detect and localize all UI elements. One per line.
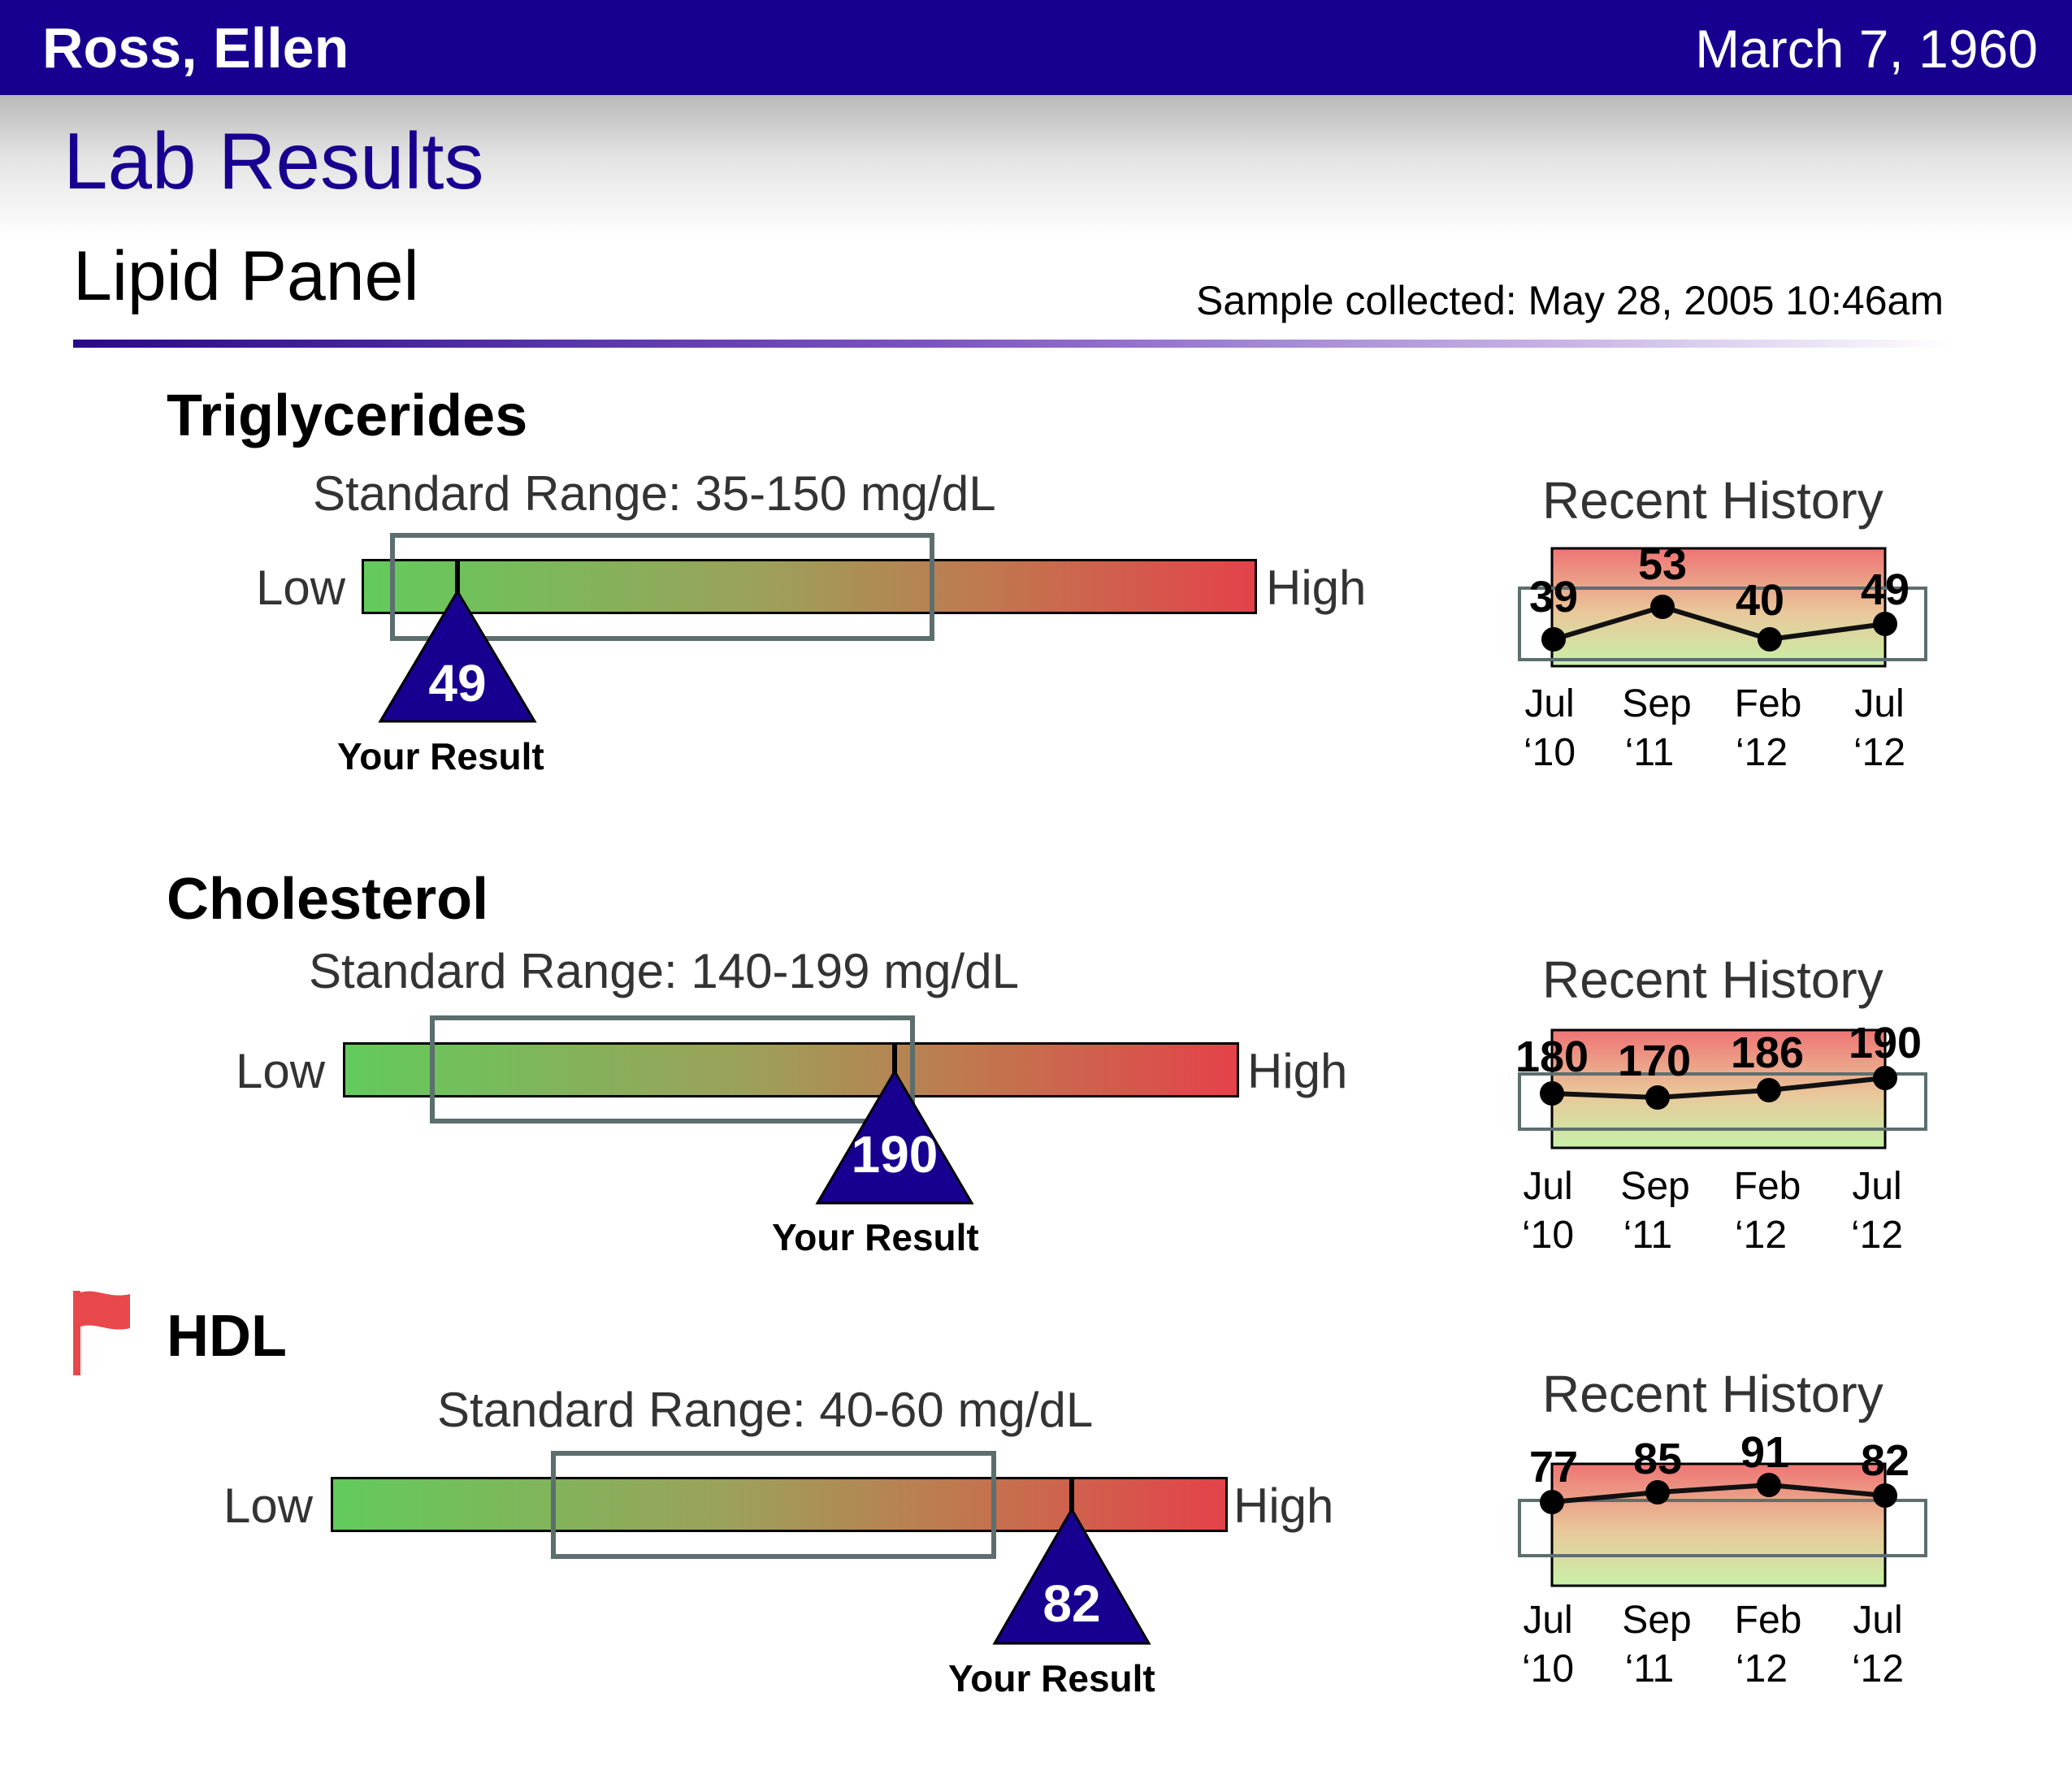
history-year: ‘10 [1523, 731, 1576, 774]
top-bar [0, 0, 2072, 95]
header-band [0, 95, 2072, 237]
history-year: ‘10 [1521, 1214, 1575, 1257]
history-zone [1550, 1462, 1887, 1587]
history-year: ‘12 [1851, 1647, 1905, 1691]
your-result-label: Your Result [337, 735, 544, 777]
history-year: ‘11 [1624, 1647, 1675, 1691]
gauge-low-label: Low [256, 561, 346, 615]
history-point [1757, 1078, 1781, 1102]
history-line [1551, 1076, 1886, 1101]
history-range-box [1518, 1499, 1927, 1557]
history-year: ‘11 [1623, 1214, 1673, 1257]
history-month: Jul [1524, 682, 1575, 725]
sample-collected: Sample collected: May 28, 2005 10:46am [1196, 278, 1944, 323]
gauge-low-label: Low [236, 1044, 326, 1098]
history-month: Feb [1734, 682, 1802, 725]
history-month: Feb [1733, 1165, 1801, 1208]
panel-title: Lipid Panel [73, 237, 419, 315]
history-range-box [1518, 587, 1927, 661]
history-month: Jul [1853, 1599, 1903, 1642]
history-year: ‘12 [1853, 731, 1906, 774]
history-value: 82 [1861, 1436, 1909, 1485]
history-year: ‘12 [1735, 731, 1788, 774]
standard-range-box [551, 1451, 996, 1559]
history-point [1541, 627, 1566, 652]
recent-history-title: Recent History [1542, 471, 1883, 530]
history-value: 91 [1740, 1428, 1789, 1477]
standard-range-box [430, 1015, 915, 1123]
history-month: Jul [1852, 1165, 1902, 1208]
result-value: 190 [852, 1125, 938, 1184]
standard-range-label: Standard Range: 35-150 mg/dL [313, 466, 996, 521]
history-value: 39 [1529, 573, 1578, 621]
panel-divider [73, 340, 1952, 348]
standard-range-label: Standard Range: 40-60 mg/dL [437, 1383, 1094, 1437]
history-value: 85 [1633, 1435, 1682, 1483]
history-point [1873, 612, 1897, 636]
standard-range-box [390, 533, 934, 641]
history-month: Sep [1620, 1165, 1690, 1208]
history-year: ‘10 [1521, 1647, 1575, 1691]
gauge-high-label: High [1266, 561, 1367, 615]
history-month: Feb [1734, 1599, 1802, 1642]
history-month: Sep [1622, 682, 1692, 725]
recent-history-chart: 180 170 186 190 [1515, 1019, 1927, 1149]
recent-history-chart: 39 53 40 49 [1518, 540, 1927, 668]
history-value: 180 [1515, 1033, 1589, 1081]
history-year: ‘12 [1735, 1647, 1788, 1691]
result-marker: 82 [992, 1477, 1151, 1645]
history-point [1540, 1490, 1564, 1514]
history-value: 53 [1638, 540, 1687, 589]
history-point [1873, 1483, 1897, 1508]
history-month: Jul [1523, 1165, 1573, 1208]
history-value: 186 [1731, 1028, 1804, 1077]
recent-history-title: Recent History [1542, 950, 1883, 1009]
history-zone [1550, 547, 1887, 668]
history-value: 170 [1618, 1037, 1691, 1085]
history-value: 40 [1736, 576, 1784, 625]
history-value: 77 [1529, 1443, 1578, 1491]
flag-icon [73, 1291, 130, 1375]
test-name: Triglycerides [167, 383, 528, 448]
history-value: 190 [1849, 1019, 1922, 1067]
patient-dob: March 7, 1960 [1695, 19, 2038, 79]
result-marker: 190 [815, 1042, 974, 1205]
history-line [1551, 1482, 1886, 1504]
history-value: 49 [1861, 565, 1909, 614]
gauge-low-label: Low [223, 1478, 314, 1533]
patient-name: Ross, Ellen [42, 16, 349, 80]
history-range-box [1518, 1072, 1927, 1131]
your-result-label: Your Result [948, 1657, 1155, 1699]
history-point [1758, 627, 1782, 652]
history-point [1757, 1473, 1781, 1497]
test-name: Cholesterol [167, 867, 489, 932]
gauge-bar [343, 1042, 1239, 1097]
history-year: ‘12 [1850, 1214, 1904, 1257]
history-year: ‘12 [1734, 1214, 1788, 1257]
history-line [1553, 604, 1886, 643]
gauge-high-label: High [1233, 1478, 1334, 1533]
history-point [1650, 595, 1675, 619]
gauge-high-label: High [1247, 1044, 1348, 1098]
history-point [1645, 1480, 1670, 1504]
history-month: Jul [1854, 682, 1905, 725]
recent-history-title: Recent History [1542, 1365, 1883, 1423]
history-point [1645, 1085, 1670, 1110]
history-month: Sep [1622, 1599, 1692, 1642]
history-year: ‘11 [1624, 731, 1675, 774]
page-title: Lab Results [63, 116, 484, 206]
history-month: Jul [1523, 1599, 1573, 1642]
result-value: 82 [1043, 1574, 1100, 1633]
history-point [1873, 1066, 1897, 1090]
standard-range-label: Standard Range: 140-199 mg/dL [309, 944, 1019, 998]
result-marker: 49 [378, 559, 537, 723]
recent-history-chart: 77 85 91 82 [1518, 1428, 1927, 1587]
test-name: HDL [167, 1304, 287, 1369]
result-value: 49 [428, 654, 486, 712]
history-point [1540, 1081, 1564, 1106]
gauge-bar [362, 559, 1257, 614]
your-result-label: Your Result [772, 1216, 979, 1258]
